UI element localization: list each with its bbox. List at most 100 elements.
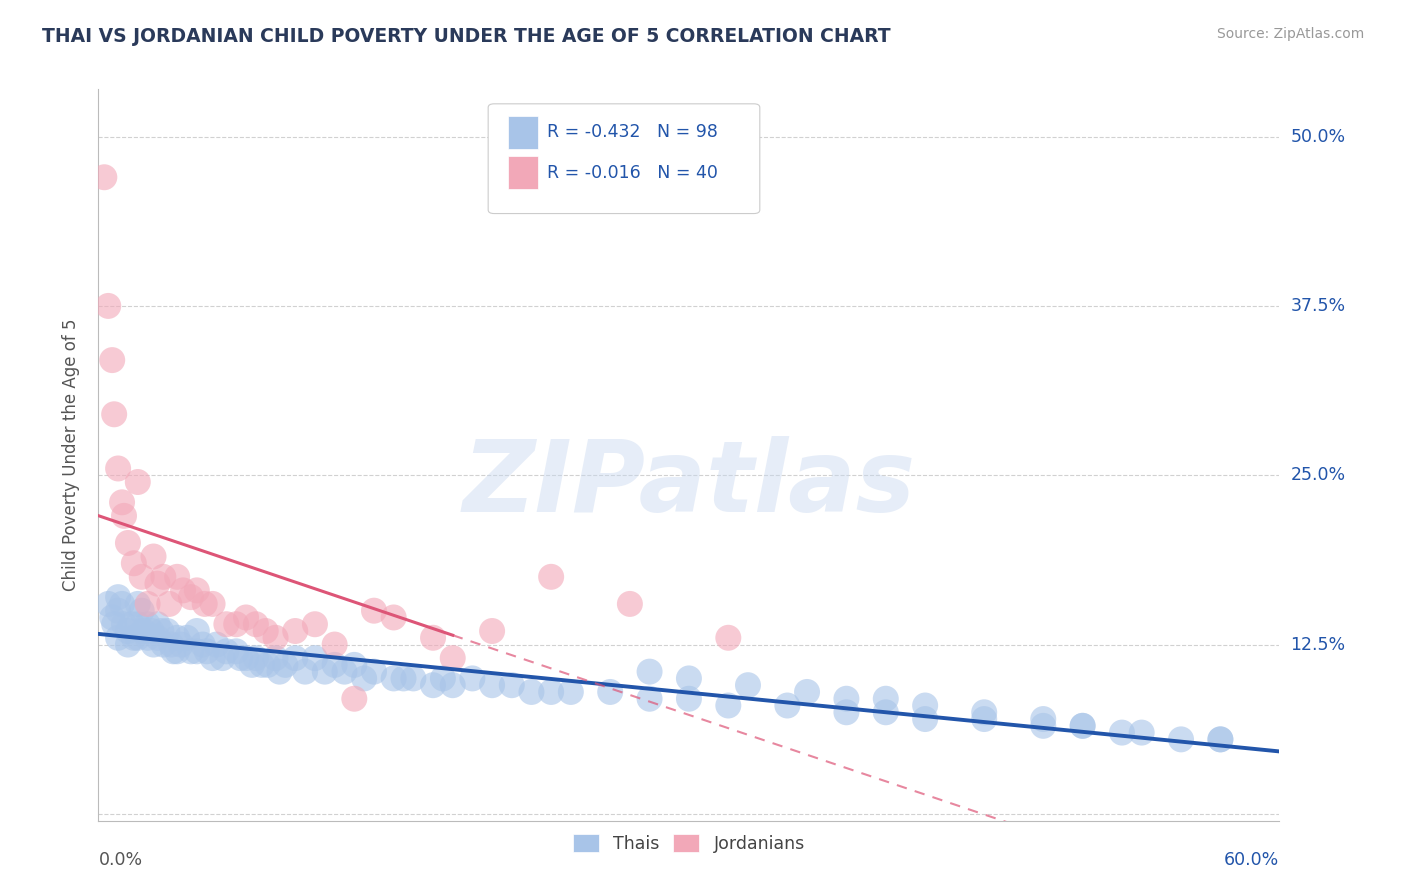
Point	[1209, 732, 1232, 747]
Point	[166, 631, 188, 645]
Point	[875, 691, 897, 706]
Point	[229, 651, 252, 665]
Point	[343, 657, 366, 672]
Point	[131, 604, 153, 618]
Text: THAI VS JORDANIAN CHILD POVERTY UNDER THE AGE OF 5 CORRELATION CHART: THAI VS JORDANIAN CHILD POVERTY UNDER TH…	[42, 27, 891, 45]
Point	[142, 549, 165, 564]
Point	[363, 665, 385, 679]
Point	[146, 576, 169, 591]
Point	[284, 651, 307, 665]
Point	[382, 610, 405, 624]
Point	[1071, 719, 1094, 733]
Text: ZIPatlas: ZIPatlas	[463, 435, 915, 533]
Point	[737, 678, 759, 692]
Point	[172, 583, 194, 598]
Point	[146, 631, 169, 645]
Point	[314, 665, 336, 679]
Point	[132, 624, 155, 638]
Point	[240, 657, 263, 672]
FancyBboxPatch shape	[508, 116, 537, 149]
Point	[112, 617, 135, 632]
Y-axis label: Child Poverty Under the Age of 5: Child Poverty Under the Age of 5	[62, 318, 80, 591]
Point	[1170, 732, 1192, 747]
Point	[333, 665, 356, 679]
Text: R = -0.016   N = 40: R = -0.016 N = 40	[547, 164, 718, 182]
Point	[142, 638, 165, 652]
Point	[122, 556, 145, 570]
FancyBboxPatch shape	[488, 103, 759, 213]
Text: Source: ZipAtlas.com: Source: ZipAtlas.com	[1216, 27, 1364, 41]
Point	[225, 644, 247, 658]
Point	[152, 570, 174, 584]
Point	[1111, 725, 1133, 739]
Point	[141, 624, 163, 638]
Text: 12.5%: 12.5%	[1291, 636, 1346, 654]
Point	[93, 170, 115, 185]
Point	[422, 631, 444, 645]
Point	[186, 644, 208, 658]
Point	[103, 617, 125, 632]
Point	[776, 698, 799, 713]
Point	[117, 638, 139, 652]
Point	[150, 624, 173, 638]
Point	[717, 631, 740, 645]
Text: 60.0%: 60.0%	[1225, 851, 1279, 869]
Point	[392, 672, 415, 686]
Point	[176, 631, 198, 645]
Point	[294, 665, 316, 679]
Point	[422, 678, 444, 692]
Point	[127, 475, 149, 489]
Point	[170, 638, 193, 652]
Point	[122, 631, 145, 645]
Point	[875, 706, 897, 720]
Point	[343, 691, 366, 706]
Point	[215, 644, 238, 658]
Point	[402, 672, 425, 686]
Point	[107, 461, 129, 475]
Point	[235, 610, 257, 624]
Point	[97, 597, 120, 611]
Point	[264, 631, 287, 645]
Point	[136, 617, 159, 632]
Point	[599, 685, 621, 699]
Point	[235, 651, 257, 665]
Point	[441, 651, 464, 665]
Legend: Thais, Jordanians: Thais, Jordanians	[567, 827, 811, 860]
Point	[353, 672, 375, 686]
Point	[481, 624, 503, 638]
Text: 37.5%: 37.5%	[1291, 297, 1346, 315]
Point	[264, 651, 287, 665]
Point	[156, 624, 179, 638]
Point	[201, 651, 224, 665]
Point	[160, 638, 183, 652]
Point	[520, 685, 543, 699]
Point	[146, 617, 169, 632]
Text: R = -0.432   N = 98: R = -0.432 N = 98	[547, 122, 718, 141]
Point	[274, 657, 297, 672]
Point	[1071, 719, 1094, 733]
Point	[540, 570, 562, 584]
Point	[560, 685, 582, 699]
Point	[254, 624, 277, 638]
Point	[678, 672, 700, 686]
Point	[382, 672, 405, 686]
Point	[973, 706, 995, 720]
Point	[304, 617, 326, 632]
Point	[304, 651, 326, 665]
Point	[180, 644, 202, 658]
Point	[186, 583, 208, 598]
Point	[973, 712, 995, 726]
Point	[201, 597, 224, 611]
Point	[717, 698, 740, 713]
Point	[1130, 725, 1153, 739]
Point	[501, 678, 523, 692]
Point	[136, 631, 159, 645]
Point	[250, 657, 273, 672]
Point	[540, 685, 562, 699]
Point	[284, 624, 307, 638]
Point	[117, 536, 139, 550]
Point	[121, 617, 143, 632]
Point	[127, 597, 149, 611]
Point	[225, 617, 247, 632]
Point	[131, 570, 153, 584]
